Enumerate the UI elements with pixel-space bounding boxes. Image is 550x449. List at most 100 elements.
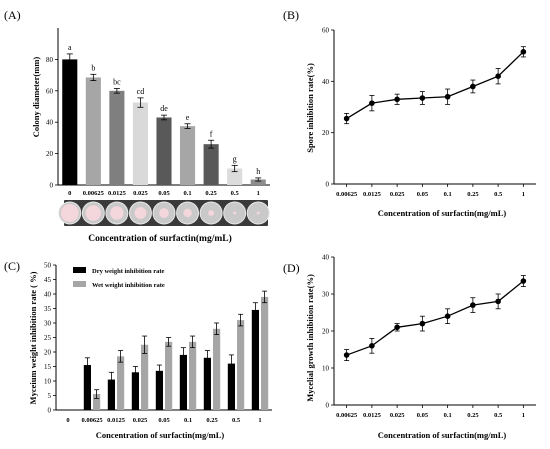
plate-photo-colony [183,208,192,218]
panel-c-y-tick-label: 5 [48,392,52,400]
panel-b-data-point [520,49,527,55]
panel-a-y-tick-label: 40 [46,119,54,127]
panel-c-bar-wet [261,296,269,410]
panel-d-y-tick-label: 30 [322,291,330,299]
panel-a-x-tick-label: 0.0125 [108,190,127,197]
plate-photo-colony [60,204,79,222]
panel-c-bar-dry [251,309,259,410]
panel-b-x-tick-label: 0.025 [390,191,405,198]
panel-d-x-tick-label: 0.5 [494,412,503,419]
panel-c-bar-wet [237,320,245,410]
panel-d-x-tick-label: 0.25 [467,412,479,419]
panel-b-x-tick-label: 0.1 [444,191,452,198]
panel-b-x-ticks: 0.00625 0.0125 0.025 0.05 0.1 0.25 0.5 1 [336,184,525,198]
plate-photo-strip [58,200,270,226]
panel-a-significance-letter: cd [137,87,145,96]
panel-c-y-tick-label: 25 [44,334,52,342]
panel-b-letter: (B) [283,8,299,22]
panel-a-x-tick-label: 0 [68,190,71,197]
panel-d-x-tick-label: 0.025 [390,412,405,419]
plate-photo-colony [208,210,215,216]
panel-b-y-tick-label: 40 [322,78,330,86]
panel-d-x-tick-label: 0.00625 [336,412,358,419]
legend-label-wet: Wet weight inhibition rate [92,282,165,289]
panel-c-bar-wet [141,344,149,410]
panel-c-x-tick-label: 1 [258,417,261,424]
panel-a-significance-letter: a [68,43,72,52]
panel-a-significance-letter: de [160,104,168,113]
panel-a-bars: a b bc cd de e f g h [62,43,266,185]
panel-d-letter: (D) [283,261,300,275]
panel-c-y-tick-label: 10 [44,378,52,386]
panel-b-y-tick-label: 60 [322,27,330,35]
panel-c-bar-dry [179,354,187,410]
panel-c-ylabel: Myceium weight inhibition rate ( %) [28,271,38,404]
panel-a-significance-letter: g [233,154,237,163]
panel-d-data-point [369,343,375,349]
panel-a-bar [156,117,172,185]
panel-d-data-point [343,352,350,358]
legend-swatch-wet [73,281,86,287]
panel-b-data-point [394,96,400,103]
panel-b-x-tick-label: 0.00625 [336,191,358,198]
panel-a-bar [132,102,148,185]
panel-d-y-tick-label: 20 [322,328,330,336]
plate-photo-colony [134,207,147,219]
panel-b-series-line [346,51,524,120]
panel-c-bar-wet [165,341,173,410]
legend-swatch-dry [73,267,86,273]
panel-b-x-tick-label: 0.05 [417,191,429,198]
panel-c-bar-dry [131,372,139,410]
panel-b-data-point [343,115,350,122]
panel-c-bar-dry [83,365,91,410]
plate-photo-colony [233,211,237,215]
panel-c-bar-wet [117,356,125,410]
panel-b-x-tick-label: 0.25 [467,191,479,198]
panel-b-x-tick-label: 0.5 [494,191,503,198]
panel-c-bar-dry [203,357,211,410]
panel-d-y-axis: 0 10 20 30 40 [322,254,536,410]
panel-a-x-tick-label: 0.00625 [83,190,105,197]
panel-d-line [343,275,527,362]
panel-a-x-ticks: 0 0.00625 0.0125 0.025 0.05 0.1 0.25 0.5 1 [68,190,260,197]
panel-d-data-point [394,324,400,331]
panel-a-x-tick-label: 0.1 [183,190,191,197]
panel-a-bar [227,168,243,185]
panel-a-letter: (A) [4,8,21,22]
panel-b-x-tick-label: 1 [522,191,525,198]
panel-d-data-point [419,320,426,327]
panel-d-data-point [470,302,476,308]
panel-a-x-tick-label: 0.025 [133,190,148,197]
panel-a-x-tick-label: 0.5 [231,190,240,197]
panel-a-significance-letter: b [91,63,95,72]
panel-b-y-axis: 0 20 40 60 [322,27,536,189]
panel-d-series-line [346,280,524,356]
panel-d-x-ticks: 0.00625 0.0125 0.025 0.05 0.1 0.25 0.5 1 [336,405,525,419]
panel-a-y-tick-label: 60 [46,87,54,95]
panel-c-y-tick-label: 50 [44,262,52,270]
panel-b-data-point [419,95,426,101]
panel-c-x-tick-label: 0.00625 [81,417,103,424]
panel-b-xlabel: Concentration of surfactin(mg/mL) [378,208,507,218]
panel-c-bar-dry [227,363,235,410]
panel-c-bars [83,290,269,410]
panel-c-x-tick-label: 0 [66,417,69,424]
plate-photo-colony [256,211,260,215]
panel-c-x-ticks: 0 0.00625 0.0125 0.025 0.05 0.1 0.25 0.5 1 [66,417,261,424]
panel-d: (D) Mycelial growth inhibition rate(%) 0… [283,254,536,440]
panel-c-y-tick-label: 15 [44,363,52,371]
plate-photo-colony [110,206,124,220]
panel-a-x-tick-label: 0.25 [205,190,217,197]
panel-c-bar-wet [213,328,221,410]
panel-d-x-tick-label: 1 [522,412,525,419]
plate-photo-colony [159,208,169,218]
panel-a-significance-letter: e [186,113,190,122]
panel-d-y-tick-label: 0 [326,402,330,410]
panel-c-x-tick-label: 0.05 [158,417,170,424]
panel-d-x-tick-label: 0.05 [417,412,429,419]
panel-c-bar-dry [107,379,115,410]
legend-label-dry: Dry weight inhibition rate [92,268,165,275]
panel-a-y-tick-label: 20 [46,150,54,158]
panel-d-data-point [495,298,501,305]
